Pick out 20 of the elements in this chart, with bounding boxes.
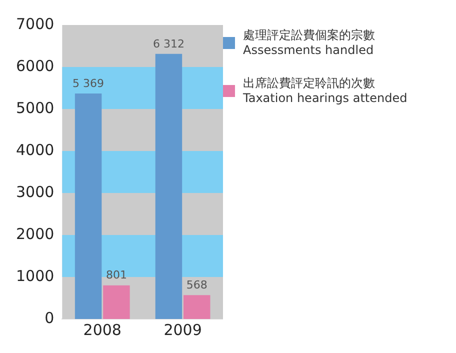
data-label: 568 xyxy=(186,278,208,292)
bar xyxy=(103,285,130,319)
y-tick-label: 5000 xyxy=(16,98,54,117)
legend-label: 出席訟費評定聆訊的次數 Taxation hearings attended xyxy=(243,76,408,106)
y-tick-label: 4000 xyxy=(16,140,54,159)
legend-label: 處理評定訟費個案的宗數 Assessments handled xyxy=(243,28,375,58)
y-tick-label: 2000 xyxy=(16,224,54,243)
x-tick-label: 2009 xyxy=(164,320,202,339)
x-tick-label: 2008 xyxy=(83,320,122,339)
y-tick-label: 7000 xyxy=(16,14,54,33)
bar xyxy=(74,94,102,319)
data-label: 5 369 xyxy=(72,76,104,90)
data-label: 6 312 xyxy=(152,37,184,50)
y-tick-label: 0 xyxy=(44,308,54,327)
bar xyxy=(155,54,182,319)
data-label: 801 xyxy=(106,268,127,282)
y-tick-label: 1000 xyxy=(16,266,54,285)
bar xyxy=(183,295,210,319)
y-tick-label: 3000 xyxy=(16,182,54,201)
y-tick-label: 6000 xyxy=(16,56,54,75)
